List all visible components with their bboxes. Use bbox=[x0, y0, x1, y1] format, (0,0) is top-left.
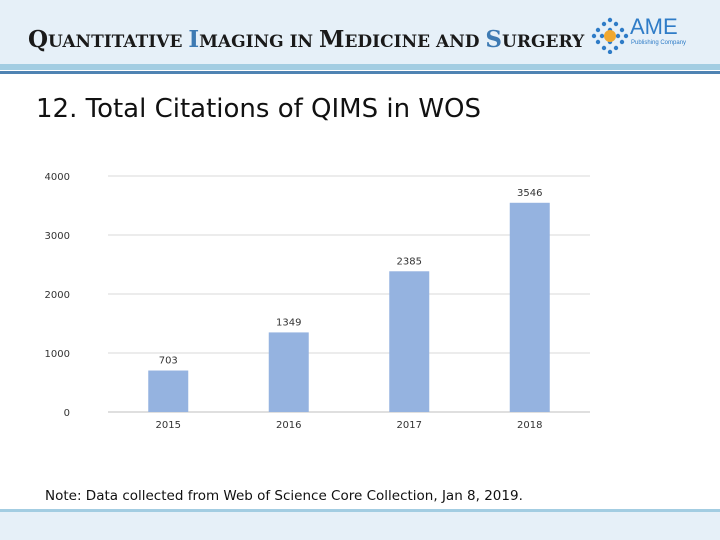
x-tick-label: 2015 bbox=[156, 420, 181, 431]
journal-initial: S bbox=[485, 26, 503, 53]
ame-logo-icon bbox=[591, 17, 629, 54]
slide-title: 12. Total Citations of QIMS in WOS bbox=[36, 94, 482, 124]
bar-2016 bbox=[268, 332, 309, 412]
y-tick-label: 3000 bbox=[45, 231, 70, 242]
y-tick-label: 4000 bbox=[45, 172, 70, 183]
footer-stripe bbox=[0, 509, 720, 512]
journal-initial: M bbox=[318, 26, 345, 53]
data-label: 3546 bbox=[517, 188, 542, 199]
y-tick-label: 2000 bbox=[45, 290, 70, 301]
header-stripe-dark bbox=[0, 71, 720, 74]
publisher-subtitle: Publishing Company bbox=[631, 40, 687, 46]
x-tick-label: 2017 bbox=[397, 420, 422, 431]
x-tick-label: 2018 bbox=[517, 420, 542, 431]
journal-word: UANTITATIVE bbox=[48, 32, 189, 52]
y-tick-label: 0 bbox=[64, 408, 70, 419]
citations-bar-chart: 0 1000 2000 3000 4000 703 2015 1349 2016 2385 2017… bbox=[45, 172, 590, 431]
bar-2018 bbox=[509, 202, 550, 412]
bar-2015 bbox=[148, 370, 189, 412]
y-tick-label: 1000 bbox=[45, 349, 70, 360]
data-label: 2385 bbox=[397, 256, 422, 267]
header-band bbox=[0, 0, 720, 64]
journal-initial: Q bbox=[28, 26, 49, 53]
bar-2017 bbox=[389, 271, 430, 412]
journal-name: QUANTITATIVE IMAGING IN MEDICINE AND SUR… bbox=[28, 26, 584, 53]
journal-word: EDICINE AND bbox=[344, 32, 486, 52]
journal-word: URGERY bbox=[502, 32, 585, 52]
journal-word: MAGING IN bbox=[199, 32, 319, 52]
header-stripe-light bbox=[0, 64, 720, 70]
data-label: 1349 bbox=[276, 317, 301, 328]
footer-band bbox=[0, 512, 720, 540]
journal-initial: I bbox=[188, 26, 200, 53]
x-tick-label: 2016 bbox=[276, 420, 301, 431]
publisher-name: AME bbox=[630, 14, 678, 39]
data-label: 703 bbox=[159, 356, 178, 367]
data-note: Note: Data collected from Web of Science… bbox=[45, 488, 523, 504]
